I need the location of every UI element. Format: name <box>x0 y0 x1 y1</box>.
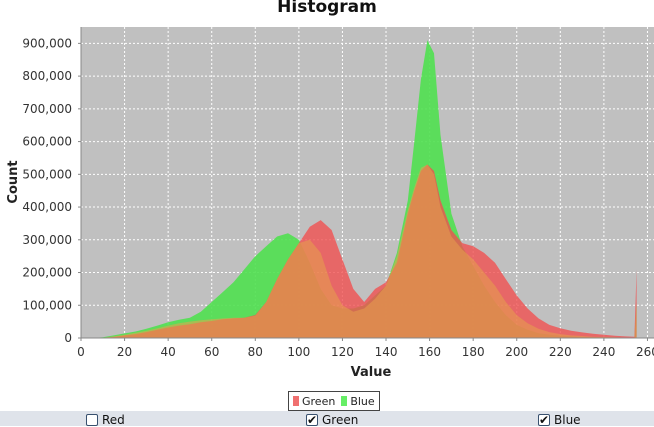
x-tick-label: 20 <box>117 345 132 359</box>
x-tick-label: 120 <box>331 345 354 359</box>
legend-label: Green <box>302 394 336 408</box>
green-checkbox-label: Green <box>322 413 359 427</box>
legend-swatch-green <box>341 396 348 406</box>
histogram-chart: 0 20 40 60 80 100 120 140 160 180 200 220 240 260 0 100… <box>6 27 654 380</box>
legend-label: Blue <box>350 394 375 408</box>
x-tick-label: 180 <box>462 345 485 359</box>
legend-item-blue: Blue <box>341 394 375 408</box>
checkbox-box[interactable]: ✔ <box>306 413 318 427</box>
blue-checkbox[interactable]: ✔ Blue <box>538 413 581 427</box>
y-tick-label: 300,000 <box>22 233 72 247</box>
y-tick-label: 400,000 <box>22 200 72 214</box>
x-tick-label: 60 <box>204 345 219 359</box>
y-tick-label: 0 <box>64 331 72 345</box>
x-tick-label: 100 <box>287 345 310 359</box>
checkbox-box[interactable]: ✔ <box>538 413 550 427</box>
x-tick-label: 160 <box>418 345 441 359</box>
plot-area <box>81 27 654 338</box>
x-tick-label: 40 <box>161 345 176 359</box>
x-tick-label: 80 <box>248 345 263 359</box>
y-tick-label: 900,000 <box>22 36 72 50</box>
y-tick-label: 100,000 <box>22 298 72 312</box>
green-checkbox[interactable]: ✔ Green <box>306 413 358 427</box>
series-layer <box>81 40 637 338</box>
channel-controls: Red ✔ Green ✔ Blue <box>0 411 654 427</box>
checkbox-box[interactable] <box>86 414 98 426</box>
chart-title: Histogram <box>277 0 377 17</box>
x-tick-label: 220 <box>549 345 572 359</box>
axes: 0 20 40 60 80 100 120 140 160 180 200 220 240 260 0 100… <box>22 27 654 359</box>
y-tick-label: 800,000 <box>22 69 72 83</box>
red-checkbox-label: Red <box>102 413 125 427</box>
x-tick-label: 0 <box>77 345 85 359</box>
red-checkbox[interactable]: Red <box>86 413 125 427</box>
y-tick-label: 600,000 <box>22 135 72 149</box>
legend-item-green: Green <box>293 395 335 408</box>
y-tick-label: 700,000 <box>22 102 72 116</box>
series-green-area <box>81 164 637 338</box>
y-tick-label: 500,000 <box>22 167 72 181</box>
legend-swatch-red <box>293 396 299 406</box>
x-axis-label: Value <box>351 365 392 380</box>
y-axis-label: Count <box>6 160 21 203</box>
x-tick-label: 200 <box>505 345 528 359</box>
blue-checkbox-label: Blue <box>554 413 581 427</box>
chart-legend: Green Blue <box>288 391 380 411</box>
x-tick-label: 240 <box>592 345 615 359</box>
x-tick-label: 140 <box>375 345 398 359</box>
x-tick-label: 260 <box>636 345 654 359</box>
y-tick-label: 200,000 <box>22 266 72 280</box>
